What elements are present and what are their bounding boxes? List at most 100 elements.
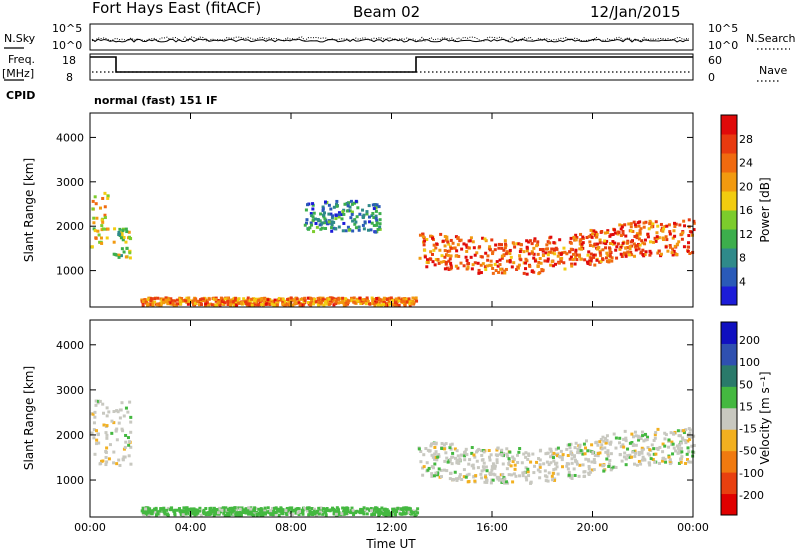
echo-point [677, 461, 681, 465]
echo-point [308, 509, 312, 513]
echo-point [186, 508, 190, 512]
echo-point [400, 300, 404, 304]
echo-point [668, 459, 672, 463]
echo-point [498, 263, 502, 267]
echo-point [549, 455, 553, 459]
echo-point [598, 249, 602, 253]
x-tick-label: 00:00 [677, 521, 709, 534]
echo-point [351, 219, 355, 223]
echo-point [687, 225, 691, 229]
echo-point [448, 249, 452, 253]
echo-point [128, 251, 132, 255]
echo-point [450, 462, 454, 466]
echo-point [551, 456, 555, 460]
echo-point [661, 442, 665, 446]
echo-point [436, 473, 440, 477]
echo-point [496, 446, 500, 450]
echo-point [184, 299, 188, 303]
echo-point [454, 254, 458, 258]
echo-point [465, 249, 469, 253]
echo-point [308, 226, 312, 230]
y-tick-label: 4000 [56, 131, 84, 144]
echo-point [489, 259, 493, 263]
echo-point [551, 471, 555, 475]
echo-point [519, 258, 523, 262]
echo-point [608, 234, 612, 238]
echo-point [117, 230, 121, 234]
echo-point [464, 475, 468, 479]
echo-point [652, 240, 656, 244]
echo-point [376, 227, 380, 231]
echo-point [469, 236, 473, 240]
echo-point [220, 301, 224, 305]
echo-point [589, 228, 593, 232]
colorbar-swatch [721, 386, 737, 409]
echo-point [393, 303, 397, 307]
y-tick-label: 3000 [56, 176, 84, 189]
echo-point [375, 218, 379, 222]
echo-point [611, 232, 615, 236]
echo-point [464, 255, 468, 259]
echo-point [337, 301, 341, 305]
echo-point [317, 299, 321, 303]
echo-point [541, 247, 545, 251]
echo-point [230, 506, 234, 510]
echo-point [118, 232, 122, 236]
echo-point [115, 427, 119, 431]
echo-point [565, 462, 569, 466]
echo-point [630, 455, 634, 459]
echo-point [637, 450, 641, 454]
echo-point [332, 512, 336, 516]
echo-point [347, 299, 351, 303]
echo-point [294, 507, 298, 511]
echo-point [210, 510, 214, 514]
echo-point [504, 267, 508, 271]
echo-point [370, 296, 374, 300]
echo-point [499, 267, 503, 271]
echo-point [589, 252, 593, 256]
echo-point [462, 468, 466, 472]
echo-point [258, 298, 262, 302]
echo-point [435, 458, 439, 462]
cpid-label: CPID [6, 89, 35, 102]
echo-point [608, 458, 612, 462]
echo-point [543, 469, 547, 473]
echo-point [672, 446, 676, 450]
echo-point [429, 250, 433, 254]
echo-point [128, 440, 132, 444]
echo-point [126, 410, 130, 414]
echo-point [684, 428, 688, 432]
echo-point [686, 458, 690, 462]
echo-point [184, 512, 188, 516]
echo-point [661, 236, 665, 240]
echo-point [557, 261, 561, 265]
echo-point [643, 253, 647, 257]
freq-unit: [MHz] [2, 67, 34, 80]
echo-point [513, 245, 517, 249]
echo-point [270, 506, 274, 510]
echo-point [202, 509, 206, 513]
echo-point [185, 510, 189, 514]
echo-point [309, 301, 313, 305]
echo-point [310, 223, 314, 227]
echo-point [553, 252, 557, 256]
echo-point [230, 509, 234, 513]
echo-point [628, 455, 632, 459]
echo-point [319, 510, 323, 514]
echo-point [648, 453, 652, 457]
echo-point [378, 222, 382, 226]
echo-point [549, 461, 553, 465]
echo-point [477, 447, 481, 451]
colorbar-tick-label: 200 [739, 334, 760, 347]
echo-point [535, 460, 539, 464]
echo-point [499, 243, 503, 247]
echo-point [229, 303, 233, 307]
echo-point [260, 303, 264, 307]
echo-point [654, 220, 658, 224]
echo-point [608, 242, 612, 246]
echo-point [320, 221, 324, 225]
echo-point [569, 450, 573, 454]
nsky-label: N.Sky [4, 32, 36, 45]
echo-point [637, 436, 641, 440]
echo-point [122, 235, 126, 239]
